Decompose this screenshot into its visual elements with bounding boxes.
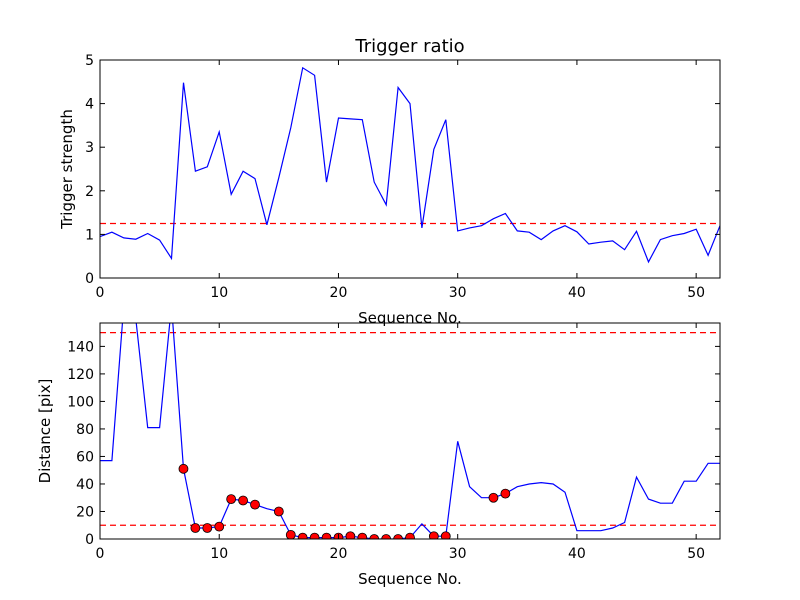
data-point-marker bbox=[357, 532, 368, 539]
data-point-marker bbox=[250, 499, 260, 510]
data-point-marker bbox=[273, 506, 284, 517]
data-point-marker bbox=[238, 495, 248, 506]
y-tick-label: 1 bbox=[85, 227, 94, 243]
series-lines bbox=[100, 323, 720, 539]
threshold-lines bbox=[100, 332, 720, 526]
y-tick-label: 0 bbox=[85, 271, 94, 287]
y-ticks: 0 20 40 60 80 100 120 140 bbox=[67, 339, 720, 548]
series-line bbox=[100, 323, 720, 539]
x-tick-label: 30 bbox=[449, 285, 467, 301]
x-tick-label: 40 bbox=[568, 285, 586, 301]
data-point-marker bbox=[405, 532, 415, 539]
x-tick-label: 20 bbox=[330, 546, 348, 562]
data-point-marker bbox=[202, 523, 213, 533]
y-tick-label: 5 bbox=[85, 53, 94, 69]
data-point-marker bbox=[190, 523, 201, 533]
chart-title: Trigger ratio bbox=[354, 36, 464, 57]
x-tick-label: 30 bbox=[449, 546, 467, 562]
data-point-marker bbox=[178, 463, 189, 474]
data-point-marker bbox=[285, 529, 296, 539]
x-axis-label: Sequence No. bbox=[358, 309, 462, 327]
data-point-marker bbox=[309, 532, 320, 539]
y-tick-label: 60 bbox=[76, 449, 94, 465]
data-point-marker bbox=[321, 532, 332, 539]
markers bbox=[178, 463, 511, 539]
x-tick-label: 20 bbox=[330, 285, 348, 301]
x-ticks: 0 10 20 30 40 50 bbox=[96, 60, 705, 301]
x-tick-label: 10 bbox=[210, 546, 228, 562]
distance-panel: 0 10 20 30 40 50 0 20 40 60 80 100 120 140 Sequence … bbox=[36, 322, 721, 588]
x-axis-label: Sequence No. bbox=[358, 570, 462, 588]
y-tick-label: 40 bbox=[76, 477, 94, 493]
plot-frame bbox=[99, 59, 721, 279]
x-tick-label: 40 bbox=[568, 546, 586, 562]
y-tick-label: 120 bbox=[67, 367, 94, 383]
data-point-marker bbox=[393, 534, 403, 539]
data-point-marker bbox=[381, 534, 392, 539]
data-point-marker bbox=[297, 532, 308, 539]
plot-frame bbox=[99, 322, 721, 540]
trigger-ratio-panel: Trigger ratio 0 10 20 30 40 50 0 1 2 3 4 5 Sequenc… bbox=[58, 36, 721, 327]
series-line bbox=[100, 66, 720, 264]
y-tick-label: 100 bbox=[67, 394, 94, 410]
data-point-marker bbox=[214, 521, 225, 532]
y-tick-label: 2 bbox=[85, 184, 94, 200]
x-tick-label: 0 bbox=[96, 546, 105, 562]
y-tick-label: 3 bbox=[85, 140, 94, 156]
series-lines bbox=[100, 66, 720, 264]
x-tick-label: 10 bbox=[210, 285, 228, 301]
y-tick-label: 80 bbox=[76, 422, 94, 438]
x-tick-label: 50 bbox=[687, 546, 705, 562]
y-tick-label: 0 bbox=[85, 532, 94, 548]
y-axis-label: Trigger strength bbox=[58, 109, 76, 230]
data-point-marker bbox=[488, 492, 499, 503]
data-point-marker bbox=[428, 531, 439, 539]
y-tick-label: 20 bbox=[76, 504, 94, 520]
data-point-marker bbox=[440, 531, 451, 539]
data-point-marker bbox=[345, 531, 356, 539]
data-point-marker bbox=[500, 488, 511, 499]
y-tick-label: 140 bbox=[67, 339, 94, 355]
data-point-marker bbox=[226, 494, 237, 505]
x-tick-label: 50 bbox=[687, 285, 705, 301]
data-point-marker bbox=[369, 534, 380, 539]
y-axis-label: Distance [pix] bbox=[36, 379, 54, 484]
y-ticks: 0 1 2 3 4 5 bbox=[85, 53, 720, 287]
y-tick-label: 4 bbox=[85, 97, 94, 113]
x-ticks: 0 10 20 30 40 50 bbox=[96, 323, 705, 562]
x-tick-label: 0 bbox=[96, 285, 105, 301]
